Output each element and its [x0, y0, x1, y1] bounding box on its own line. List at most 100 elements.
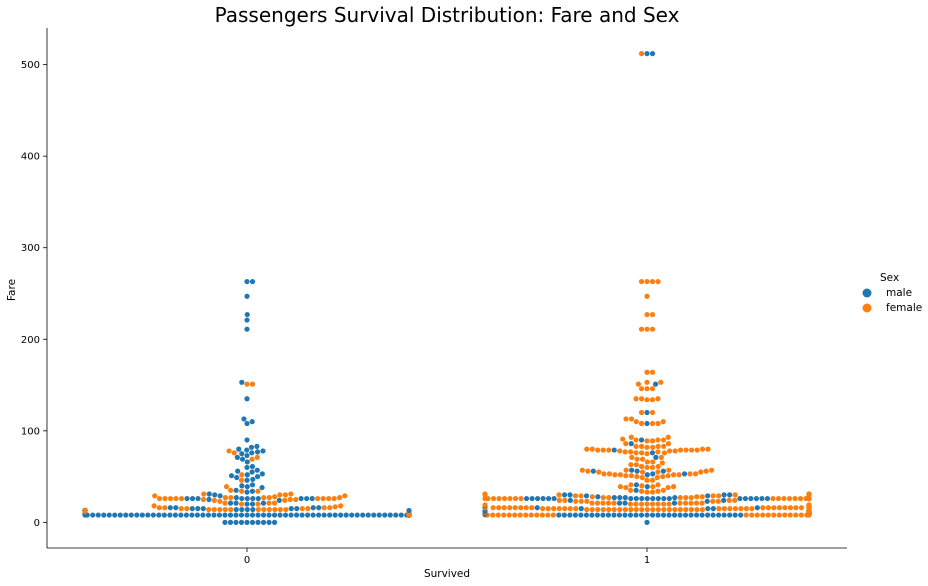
swarm-point-male: [583, 512, 589, 518]
swarm-point-female: [650, 444, 656, 450]
swarm-point-male: [233, 500, 239, 506]
swarm-point-female: [716, 493, 722, 499]
swarm-point-female: [655, 501, 661, 507]
swarm-point-female: [627, 501, 634, 507]
swarm-point-female: [617, 506, 623, 513]
swarm-point-male: [294, 506, 300, 512]
swarm-point-male: [721, 492, 727, 498]
swarm-point-female: [771, 505, 777, 511]
swarm-point-female: [584, 498, 590, 504]
swarm-point-female: [781, 495, 787, 502]
swarm-point-male: [249, 463, 256, 470]
swarm-point-male: [227, 512, 234, 518]
swarm-point-male: [716, 512, 722, 518]
swarm-point-male: [721, 497, 727, 503]
swarm-point-male: [189, 495, 196, 502]
swarm-point-female: [606, 471, 613, 477]
swarm-point-male: [671, 512, 678, 518]
x-tick-label: 1: [644, 555, 650, 566]
swarm-point-female: [629, 454, 635, 460]
swarm-point-female: [644, 501, 650, 507]
swarm-point-female: [638, 409, 645, 416]
swarm-point-male: [259, 471, 265, 477]
swarm-point-female: [611, 500, 617, 506]
swarm-point-female: [156, 495, 163, 502]
swarm-point-female: [611, 506, 617, 513]
swarm-point-female: [623, 416, 629, 422]
swarm-point-female: [655, 278, 661, 285]
swarm-point-male: [398, 512, 404, 518]
swarm-point-female: [677, 447, 684, 453]
swarm-point-male: [589, 512, 595, 518]
swarm-point-male: [704, 498, 710, 504]
swarm-point-female: [743, 512, 749, 518]
swarm-point-female: [644, 278, 650, 285]
swarm-point-male: [529, 495, 535, 502]
swarm-point-female: [228, 506, 234, 513]
swarm-point-male: [298, 495, 304, 502]
swarm-point-male: [699, 512, 705, 518]
y-axis-label: Fare: [6, 279, 18, 301]
swarm-point-female: [620, 436, 626, 442]
swarm-point-female: [660, 501, 667, 507]
swarm-point-male: [244, 420, 250, 427]
swarm-point-female: [266, 500, 272, 506]
swarm-point-female: [638, 386, 645, 392]
swarm-point-male: [572, 512, 578, 518]
swarm-point-male: [393, 512, 399, 518]
swarm-point-female: [173, 495, 179, 502]
swarm-point-male: [644, 484, 650, 490]
swarm-point-female: [670, 472, 677, 478]
swarm-point-male: [633, 482, 640, 488]
swarm-point-male: [233, 487, 239, 493]
swarm-point-female: [694, 506, 700, 513]
swarm-point-male: [233, 495, 239, 501]
swarm-point-female: [622, 506, 628, 513]
swarm-point-female: [490, 495, 497, 502]
swarm-point-male: [250, 506, 256, 513]
swarm-point-male: [617, 495, 623, 501]
swarm-point-female: [694, 447, 700, 453]
swarm-point-female: [699, 500, 705, 506]
swarm-point-male: [254, 443, 260, 449]
swarm-point-male: [266, 512, 272, 518]
swarm-point-female: [677, 500, 683, 506]
swarm-point-male: [244, 326, 250, 332]
swarm-point-male: [227, 500, 234, 506]
legend: Sex male female: [862, 272, 922, 314]
swarm-point-male: [652, 381, 659, 387]
swarm-point-female: [655, 443, 661, 449]
swarm-point-female: [644, 489, 650, 495]
swarm-point-female: [288, 491, 294, 497]
swarm-point-male: [649, 51, 656, 57]
swarm-point-female: [283, 506, 289, 513]
plot-area: [82, 51, 812, 525]
swarm-point-female: [649, 369, 656, 375]
swarm-point-female: [683, 447, 689, 453]
swarm-point-male: [150, 512, 156, 518]
swarm-point-female: [649, 438, 656, 444]
swarm-point-female: [512, 505, 518, 511]
swarm-point-female: [661, 443, 667, 449]
swarm-point-male: [600, 512, 606, 518]
swarm-point-male: [650, 471, 656, 477]
swarm-point-female: [584, 506, 590, 513]
swarm-point-male: [360, 512, 366, 518]
swarm-point-male: [376, 512, 382, 518]
swarm-point-male: [293, 512, 300, 518]
swarm-point-female: [638, 450, 645, 456]
swarm-point-female: [495, 512, 501, 518]
swarm-point-male: [239, 379, 245, 385]
swarm-point-female: [726, 497, 732, 503]
swarm-point-male: [244, 437, 250, 443]
swarm-point-male: [255, 519, 261, 525]
swarm-point-male: [139, 512, 145, 518]
swarm-point-female: [659, 460, 665, 466]
swarm-point-female: [606, 447, 612, 453]
swarm-point-female: [628, 416, 635, 422]
swarm-point-female: [765, 505, 771, 511]
swarm-point-female: [562, 497, 568, 503]
swarm-point-female: [782, 505, 788, 511]
swarm-point-female: [271, 500, 278, 506]
